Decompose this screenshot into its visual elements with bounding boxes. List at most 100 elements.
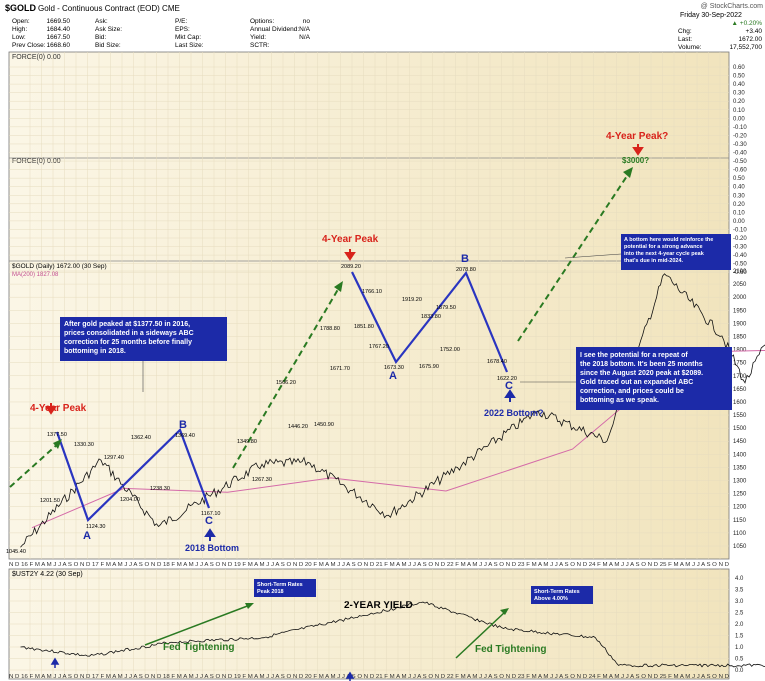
price-point-label: 1673.30 <box>384 365 404 371</box>
wave-abc-2020-2022 <box>351 270 509 373</box>
header-right-label: Chg: <box>678 28 692 35</box>
rates-peak-box <box>254 579 316 597</box>
price-point-label: 1201.50 <box>40 498 60 504</box>
note-box-left <box>60 317 227 361</box>
wave-abc-2016-2018 <box>55 428 211 522</box>
force-axis-tick: -0.50 <box>733 262 747 268</box>
red-arrow-2016 <box>45 403 57 415</box>
header-field-label: Mkt Cap: <box>175 34 201 41</box>
note-box-right <box>576 347 732 410</box>
price-point-label: 1788.80 <box>320 326 340 332</box>
force-axis-tick: -0.20 <box>733 133 747 139</box>
price-point-label: 1330.30 <box>74 442 94 448</box>
price-point-label: 2078.80 <box>456 267 476 273</box>
wave-label-c1: C <box>205 515 213 527</box>
target-price: $3000? <box>622 156 649 165</box>
header-field-value: 1668.60 <box>47 42 71 49</box>
arrowhead-2020 <box>334 281 343 292</box>
header-right-label: Last: <box>678 36 692 43</box>
trend-arrow-projection <box>517 172 630 342</box>
force-axis-tick: 0.30 <box>733 193 745 199</box>
price-point-label: 1349.80 <box>237 439 257 445</box>
bottom-2018-label: 2018 Bottom <box>185 543 239 553</box>
red-arrow-2020 <box>344 249 356 261</box>
header: $GOLD Gold - Continuous Contract (EOD) C… <box>5 3 763 51</box>
price-point-label: 1238.30 <box>150 486 170 492</box>
fed-arrowhead-1 <box>245 603 254 609</box>
price-point-label: 1566.20 <box>276 380 296 386</box>
header-field-value: 1684.40 <box>47 26 71 33</box>
force-axis-tick: -0.60 <box>733 168 747 174</box>
force-axis-tick: 0.30 <box>733 91 745 97</box>
force-axis-tick: -0.40 <box>733 151 747 157</box>
rates-above-box <box>531 586 593 604</box>
price-point-label: 1369.40 <box>175 433 195 439</box>
price-panel-label: $GOLD (Daily) 1672.00 (30 Sep) <box>12 263 107 270</box>
price-axis-tick: 1300 <box>733 479 747 485</box>
price-point-label: 1752.00 <box>440 347 460 353</box>
gold-price-line <box>20 273 765 548</box>
header-fields: Open: 1669.50 High: 1684.40 Low: 1667.50Prev … <box>12 18 762 51</box>
header-field-label: Bid: <box>95 34 106 41</box>
note-box-right-text: I see the potential for a repeat of the 2… <box>580 352 703 404</box>
force-axis-tick: 0.20 <box>733 202 745 208</box>
price-point-label: 1622.20 <box>497 376 517 382</box>
header-right-value: 1672.00 <box>739 36 763 43</box>
force-axis-tick: -0.40 <box>733 253 747 259</box>
force-axis-tick: 0.40 <box>733 82 745 88</box>
force-axis-tick: -0.30 <box>733 142 747 148</box>
header-field-value: N/A <box>299 26 311 33</box>
header-field-label: Last Size: <box>175 42 204 49</box>
fed-arrowhead-2 <box>500 608 509 615</box>
header-field-value: N/A <box>299 34 311 41</box>
header-right-value: ▲ +0.20% <box>732 20 763 27</box>
blue-arrow-2018 <box>204 528 216 541</box>
price-axis-tick: 1200 <box>733 505 747 511</box>
price-point-label: 1851.80 <box>354 324 374 330</box>
price-point-label: 1833.80 <box>421 314 441 320</box>
bottom-2022-label: 2022 Bottom? <box>484 408 544 418</box>
yield-title: 2-YEAR YIELD <box>344 600 413 611</box>
price-axis-tick: 1150 <box>733 518 747 524</box>
header-field-value: no <box>303 18 311 25</box>
header-field-label: Low: <box>12 34 26 41</box>
note-box-top-text: A bottom here would reinforce the potenti… <box>624 237 713 264</box>
yield-blue-arrow-1 <box>50 657 60 668</box>
price-point-label: 2089.20 <box>341 264 361 270</box>
header-field-label: Annual Dividend: <box>250 26 299 33</box>
price-point-label: 1267.30 <box>252 477 272 483</box>
price-point-label: 1204.00 <box>120 497 140 503</box>
yield-axis-tick: 2.5 <box>735 611 744 617</box>
header-field-value: 1669.50 <box>47 18 71 25</box>
price-point-label: 1919.20 <box>402 297 422 303</box>
header-right-value: +3.40 <box>746 28 763 35</box>
force-axis-tick: 0.20 <box>733 99 745 105</box>
trend-arrow-2016 <box>9 441 61 488</box>
price-axis-tick: 1600 <box>733 400 747 406</box>
note-box-left-text: After gold peaked at $1377.50 in 2016, pr… <box>64 321 194 355</box>
yield-axis-tick: 2.0 <box>735 622 744 628</box>
red-arrow-target <box>632 144 644 156</box>
force-label-1: FORCE(0) 0.00 <box>12 54 61 61</box>
wave-label-b2: B <box>461 253 469 265</box>
price-point-label: 1675.90 <box>419 364 439 370</box>
force-axis-tick: -0.10 <box>733 227 747 233</box>
price-axis-tick: 1350 <box>733 465 747 471</box>
ma-label: MA(200) 1827.08 <box>12 272 59 278</box>
header-field-label: EPS: <box>175 26 190 33</box>
price-point-label: 1297.40 <box>104 455 124 461</box>
note-box-top-pointer <box>564 253 622 259</box>
price-axis-tick: 1900 <box>733 321 747 327</box>
x-axis-months-yield: N D 16 F M A M J J A S O N D 17 F M A M … <box>9 674 729 680</box>
header-field-label: Bid Size: <box>95 42 121 49</box>
price-axis-tick: 1050 <box>733 544 747 550</box>
yield-axis-tick: 3.0 <box>735 599 744 605</box>
force-axis-tick: 0.60 <box>733 65 745 71</box>
x-axis-months: N D 16 F M A M J J A S O N D 17 F M A M … <box>9 562 729 568</box>
header-right-value: 17,552,700 <box>729 44 762 51</box>
fed-tightening-arrow-2 <box>455 611 506 659</box>
yield-blue-arrow-2 <box>345 671 355 681</box>
fed-tightening-arrow-1 <box>144 604 251 646</box>
